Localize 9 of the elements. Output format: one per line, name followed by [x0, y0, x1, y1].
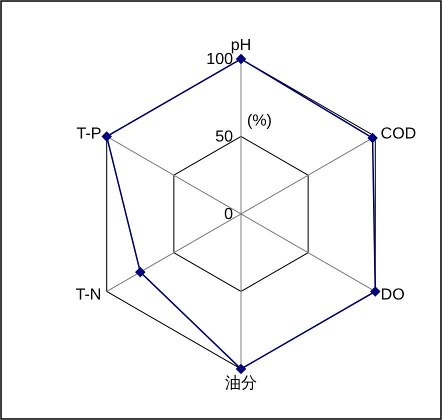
spoke-label: pH — [230, 36, 252, 54]
spoke-label: DO — [380, 286, 405, 304]
spoke-label: 油分 — [225, 374, 257, 392]
spoke-label: T-N — [76, 286, 102, 304]
spoke-label: T-P — [76, 125, 102, 142]
text: (%) — [247, 112, 272, 130]
y-tick-label: 0 — [224, 206, 234, 223]
spoke-label: COD — [380, 125, 416, 142]
y-tick-label: 50 — [215, 128, 234, 146]
